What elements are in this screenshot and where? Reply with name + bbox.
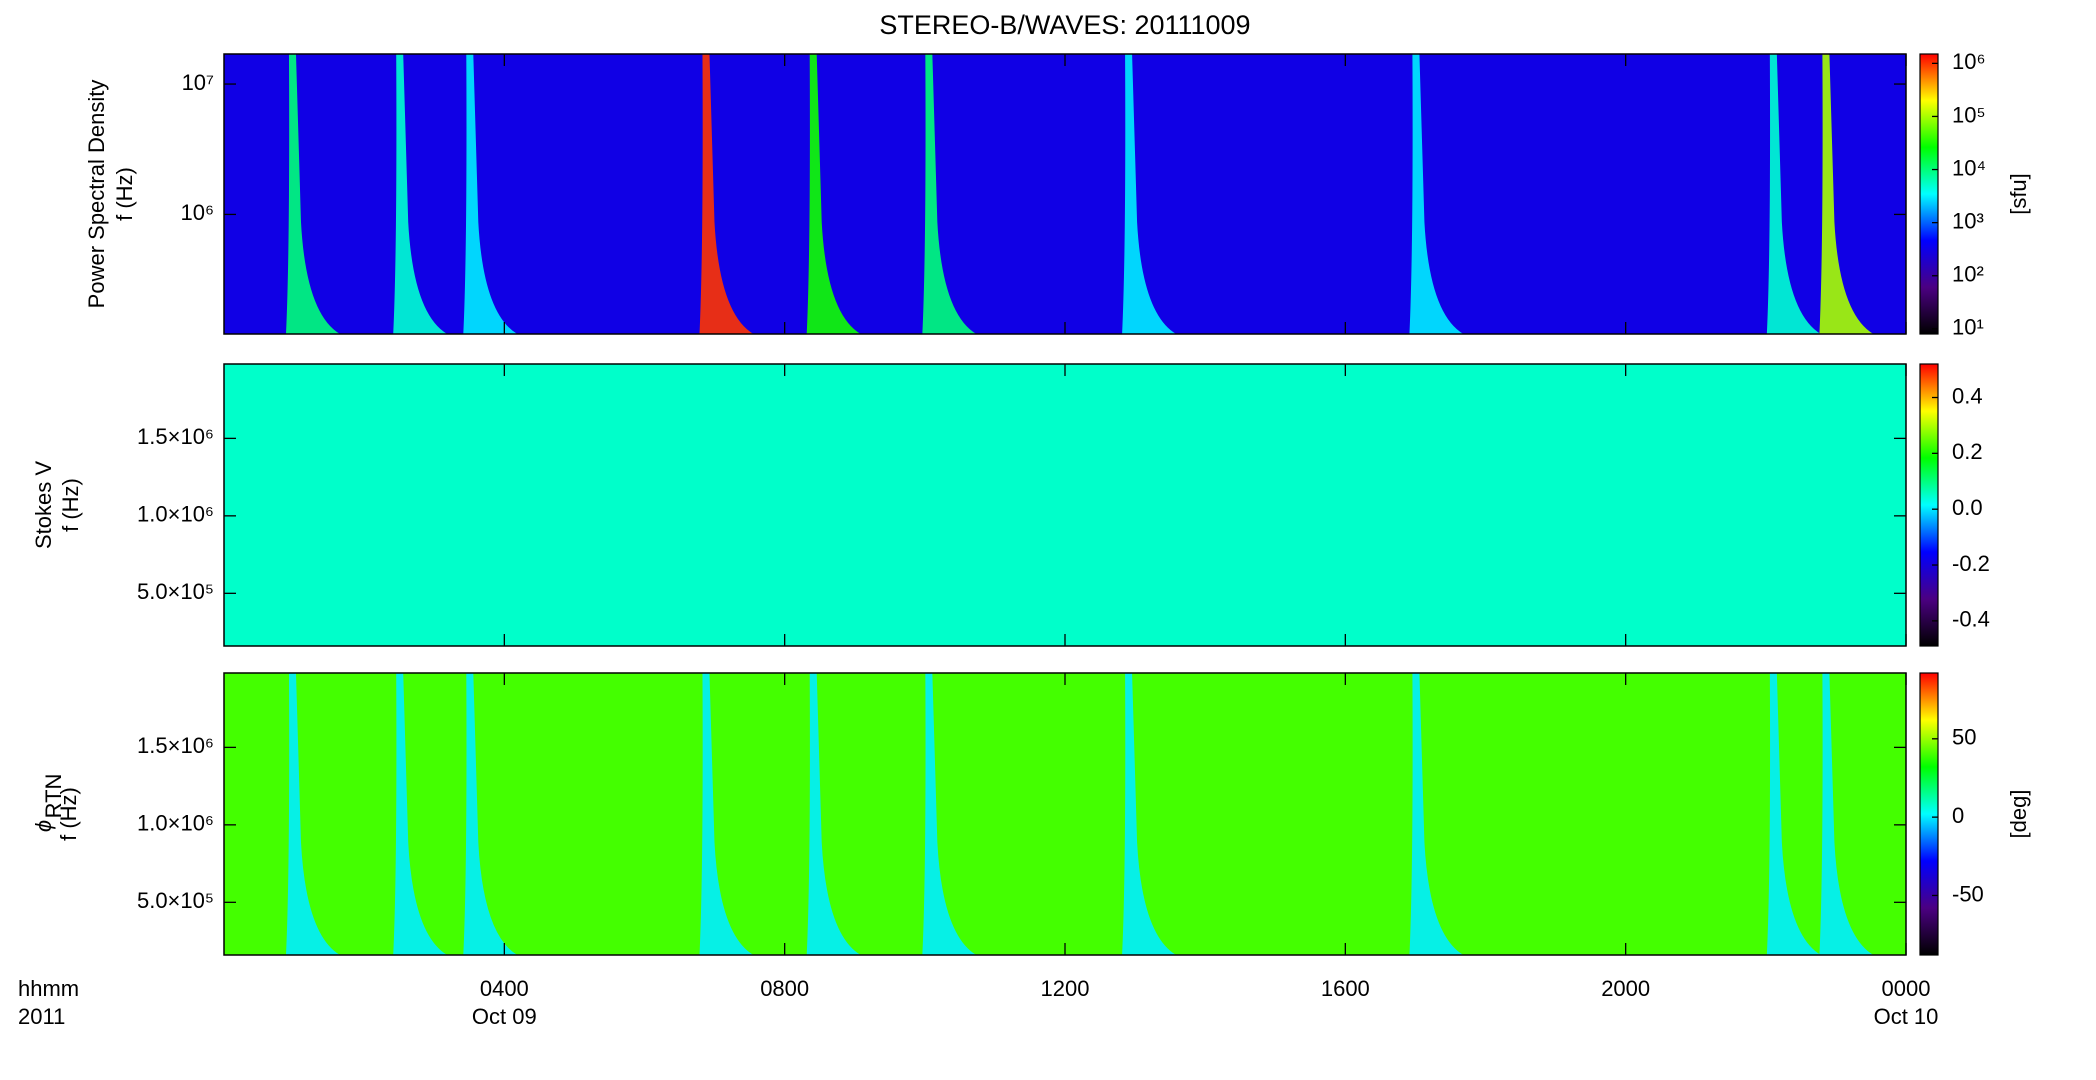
background-level [224, 364, 1906, 646]
burst [1122, 673, 1177, 955]
background-level [224, 54, 1906, 334]
burst [806, 54, 861, 334]
y-tick-label: 1.0×10⁶ [137, 502, 214, 527]
colorbar-tick-label: 0 [1952, 803, 1964, 828]
y-tick-label: 5.0×10⁵ [137, 888, 214, 913]
burst [463, 54, 518, 334]
colorbar-label: [deg] [2006, 790, 2031, 839]
x-tick-label: 0400 [480, 976, 529, 1001]
colorbar-tick-label: 50 [1952, 725, 1976, 750]
colorbar-tick-label: -0.2 [1952, 551, 1990, 576]
burst [393, 54, 448, 334]
colorbar-tick-label: -0.4 [1952, 607, 1990, 632]
colorbar-tick-label: 10² [1952, 262, 1984, 287]
y-axis-label: f (Hz) [112, 167, 137, 221]
y-axis-label: ϕ [31, 820, 56, 832]
burst [1819, 673, 1874, 955]
y-tick-label: 1.0×10⁶ [137, 811, 214, 836]
colorbar-tick-label: 10⁵ [1952, 102, 1986, 127]
x-tick-label: 1200 [1041, 976, 1090, 1001]
colorbar-tick-label: 0.0 [1952, 495, 1983, 520]
burst [463, 673, 518, 955]
y-tick-label: 1.5×10⁶ [137, 733, 214, 758]
colorbar-tick-label: 0.4 [1952, 383, 1983, 408]
x-tick-label: 0000 [1882, 976, 1931, 1001]
burst [922, 673, 977, 955]
spectrogram [224, 54, 1906, 334]
burst [1409, 54, 1464, 334]
x-tick-label: 0800 [760, 976, 809, 1001]
burst [285, 673, 340, 955]
colorbar-tick-label: 0.2 [1952, 439, 1983, 464]
burst [699, 54, 754, 334]
burst [285, 54, 340, 334]
colorbar [1919, 53, 1939, 335]
x-date-label: Oct 10 [1874, 1004, 1939, 1029]
y-axis-label: Power Spectral Density [84, 80, 109, 309]
colorbar-tick-label: 10¹ [1952, 315, 1984, 340]
burst [1819, 54, 1874, 334]
burst [699, 673, 754, 955]
colorbar-label: [sfu] [2006, 173, 2031, 215]
x-date-label: Oct 09 [472, 1004, 537, 1029]
background-level [224, 673, 1906, 955]
x-tick-label: 1600 [1321, 976, 1370, 1001]
y-axis-label: f (Hz) [58, 478, 83, 532]
colorbar [1919, 363, 1939, 647]
burst [1766, 673, 1821, 955]
burst [393, 673, 448, 955]
burst [806, 673, 861, 955]
burst [922, 54, 977, 334]
y-axis-label: Stokes V [31, 461, 56, 549]
colorbar [1919, 672, 1939, 956]
x-tick-label: 2000 [1601, 976, 1650, 1001]
colorbar-tick-label: -50 [1952, 881, 1984, 906]
colorbar-tick-label: 10³ [1952, 208, 1984, 233]
y-tick-label: 1.5×10⁶ [137, 424, 214, 449]
burst [1766, 54, 1821, 334]
y-axis-label: f (Hz) [56, 787, 81, 841]
colorbar-tick-label: 10⁶ [1952, 49, 1986, 74]
spectrogram [224, 364, 1906, 646]
chart-title: STEREO-B/WAVES: 20111009 [879, 10, 1250, 40]
spectrogram [224, 673, 1906, 955]
y-tick-label: 10⁷ [182, 70, 214, 95]
y-tick-label: 5.0×10⁵ [137, 579, 214, 604]
y-axis-label-subscript: RTN [41, 774, 66, 819]
burst [1409, 673, 1464, 955]
y-tick-label: 10⁶ [180, 200, 214, 225]
colorbar-tick-label: 10⁴ [1952, 155, 1986, 180]
burst [1122, 54, 1177, 334]
x-axis-label: hhmm [18, 976, 79, 1001]
x-axis-label: 2011 [18, 1004, 65, 1029]
